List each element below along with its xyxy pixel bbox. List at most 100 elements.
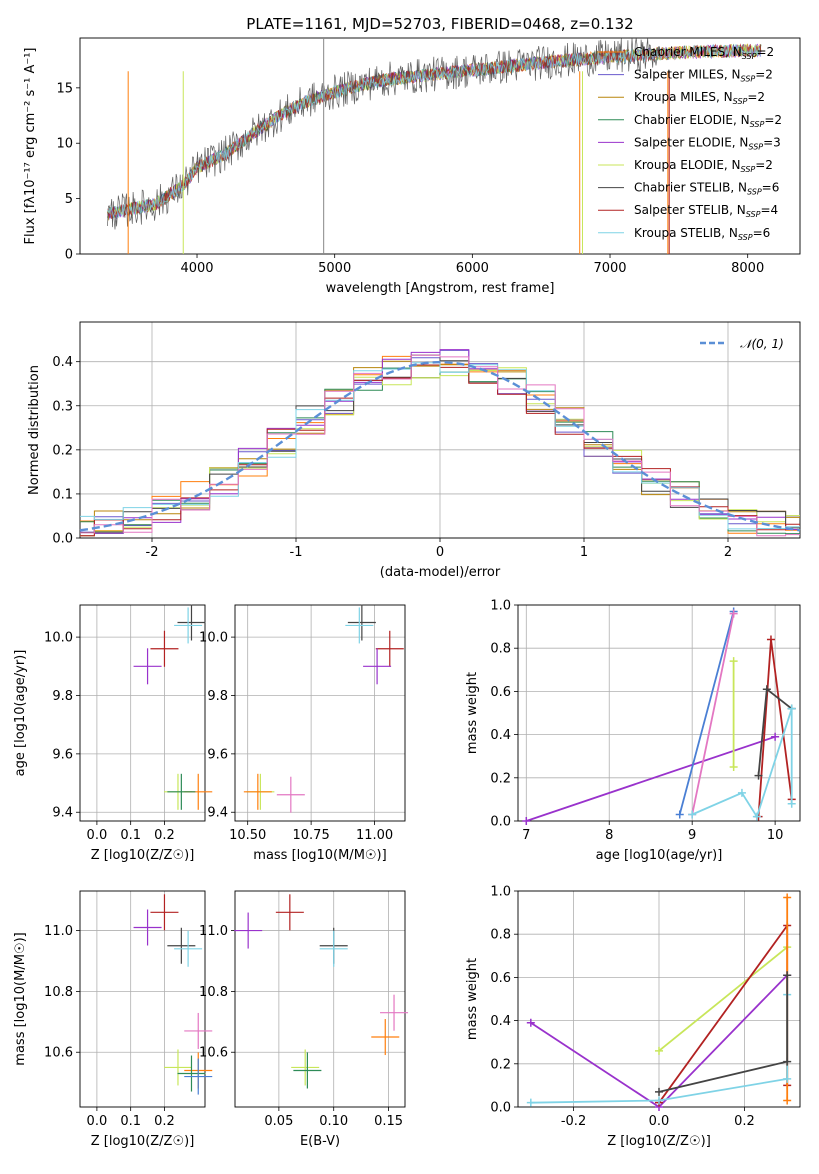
axes-frame <box>79 604 206 822</box>
x-tick-label: 1 <box>580 545 588 560</box>
y-axis-label: Flux [fλ10⁻¹⁷ erg cm⁻² s⁻¹ A⁻¹] <box>23 48 38 245</box>
legend-sub: SSP <box>741 75 756 84</box>
x-tick-label: 9 <box>688 828 696 843</box>
mass-vs-ebv-panel: 0.05 0.10 0.15 10.6 10.8 11.0 E(B-V) <box>199 890 409 1149</box>
legend-count: =2 <box>764 113 782 127</box>
series-line <box>678 611 735 815</box>
y-tick-label: 10.8 <box>199 985 228 1000</box>
legend-entry: Chabrier ELODIE, NSSP=2 <box>634 113 782 129</box>
series-marker <box>526 1098 535 1107</box>
series-marker <box>762 685 771 694</box>
series-marker <box>526 1018 535 1027</box>
legend-count: =6 <box>753 226 771 240</box>
series-line <box>691 708 793 819</box>
y-tick-label: 9.6 <box>207 747 228 762</box>
y-tick-label: 15 <box>56 81 73 96</box>
series-marker <box>766 635 775 644</box>
y-tick-label: 10.8 <box>44 985 73 1000</box>
series-marker <box>787 799 796 808</box>
series-marker <box>737 788 746 797</box>
histogram-step <box>80 367 800 535</box>
x-tick-label: 5000 <box>318 261 351 276</box>
histogram-step <box>80 354 800 537</box>
x-axis-label: wavelength [Angstrom, rest frame] <box>326 281 555 296</box>
x-axis-label: mass [log10(M/M☉)] <box>253 848 386 863</box>
series-marker <box>729 609 738 618</box>
legend-sub: SSP <box>742 52 757 61</box>
legend-sub: SSP <box>747 188 762 197</box>
y-tick-label: 0.4 <box>490 1014 511 1029</box>
series-marker <box>783 1057 792 1066</box>
histogram-step <box>80 349 800 537</box>
x-tick-label: 0.2 <box>734 1114 755 1129</box>
x-tick-label: 10 <box>767 828 784 843</box>
x-tick-label: 0.0 <box>87 1114 108 1129</box>
figure-title: PLATE=1161, MJD=52703, FIBERID=0468, z=0… <box>246 15 633 33</box>
x-tick-label: 10.50 <box>229 828 266 843</box>
y-tick-label: 0.0 <box>490 815 511 830</box>
x-tick-label: 10.75 <box>293 828 330 843</box>
y-tick-label: 9.4 <box>52 806 73 821</box>
legend-sub: SSP <box>750 120 765 129</box>
x-tick-label: -0.2 <box>561 1114 586 1129</box>
y-tick-label: 0.6 <box>490 685 511 700</box>
legend-count: =2 <box>755 158 773 172</box>
x-tick-label: 7000 <box>593 261 626 276</box>
axes-frame <box>79 890 206 1108</box>
series-line <box>658 946 788 1052</box>
age-vs-mass-panel: 10.50 10.75 11.00 9.4 9.6 9.8 10.0 mass [log10(… <box>199 604 406 863</box>
series-marker <box>754 771 763 780</box>
legend-text: Salpeter MILES, N <box>634 68 741 82</box>
x-axis-label: Z [log10(Z/Z☉)] <box>91 848 195 863</box>
series-marker <box>783 1096 792 1105</box>
massweight-vs-z-panel: -0.2 0.0 0.2 0.0 0.2 0.4 0.6 0.8 1.0 Z [log10(Z/Z… <box>465 885 801 1149</box>
series-line <box>691 613 735 815</box>
y-tick-label: 0.1 <box>52 487 73 502</box>
x-tick-label: -2 <box>146 545 159 560</box>
x-tick-label: 8 <box>605 828 613 843</box>
series-line <box>526 735 776 822</box>
series-marker <box>787 704 796 713</box>
y-axis-label: mass weight <box>465 672 480 754</box>
series-marker <box>752 812 761 821</box>
x-tick-label: 0.1 <box>120 828 141 843</box>
legend-sub: SSP <box>738 233 753 242</box>
legend-text: Chabrier ELODIE, N <box>634 113 750 127</box>
legend-count: =2 <box>755 68 773 82</box>
y-tick-label: 0.3 <box>52 399 73 414</box>
y-tick-label: 10.6 <box>199 1046 228 1061</box>
legend-entry: Kroupa MILES, NSSP=2 <box>634 90 765 106</box>
y-tick-label: 11.0 <box>199 924 228 939</box>
y-axis-label: mass [log10(M/M☉)] <box>13 932 28 1065</box>
x-tick-label: 4000 <box>180 261 213 276</box>
x-axis-label: Z [log10(Z/Z☉)] <box>91 1134 195 1149</box>
spectrum-panel: 4000 5000 6000 7000 8000 0 5 10 15 wavelength [An… <box>23 37 801 296</box>
massweight-vs-age-panel: 7 8 9 10 0.0 0.2 0.4 0.6 0.8 1.0 age [log10(age/yr… <box>465 599 801 863</box>
series-marker <box>655 1046 663 1055</box>
legend-entry: Kroupa STELIB, NSSP=6 <box>634 226 770 242</box>
y-tick-label: 9.8 <box>207 689 228 704</box>
legend-sub: SSP <box>746 210 761 219</box>
age-vs-z-panel: 0.0 0.1 0.2 9.4 9.6 9.8 10.0 Z [log10(Z/Z☉)] age… <box>13 604 213 863</box>
y-tick-label: 0.2 <box>490 771 511 786</box>
series-marker <box>783 971 792 980</box>
y-tick-label: 0.2 <box>490 1057 511 1072</box>
legend-text: Salpeter ELODIE, N <box>634 135 748 149</box>
y-tick-label: 0.0 <box>490 1101 511 1116</box>
x-tick-label: 0.0 <box>87 828 108 843</box>
legend-entry: Salpeter STELIB, NSSP=4 <box>634 203 778 219</box>
y-axis-label: Normed distribution <box>27 365 42 495</box>
x-tick-label: 0.2 <box>154 1114 175 1129</box>
legend-text: Kroupa MILES, N <box>634 90 733 104</box>
x-tick-label: 2 <box>724 545 732 560</box>
y-tick-label: 10.0 <box>44 631 73 646</box>
normal-curve <box>79 360 801 532</box>
x-tick-label: 7 <box>522 828 530 843</box>
y-tick-label: 1.0 <box>490 885 511 900</box>
y-tick-label: 0.8 <box>490 928 511 943</box>
axes-frame <box>234 604 406 822</box>
series-marker <box>783 1074 792 1083</box>
x-tick-label: 0 <box>436 545 444 560</box>
y-tick-label: 0.4 <box>52 355 73 370</box>
series-marker <box>771 732 780 741</box>
